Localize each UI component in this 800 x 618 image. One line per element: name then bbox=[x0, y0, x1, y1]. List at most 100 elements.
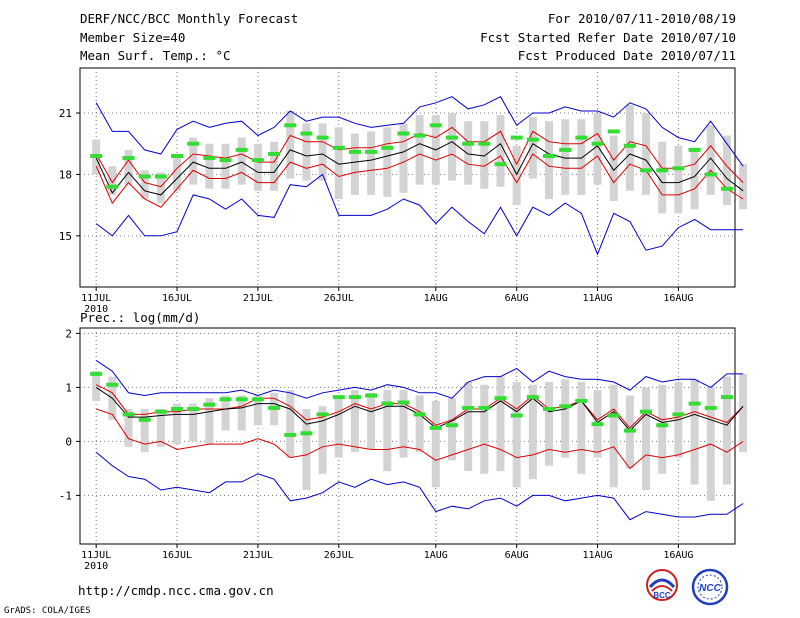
member-marker bbox=[704, 172, 717, 177]
member-marker bbox=[316, 135, 329, 140]
plot-frame bbox=[79, 67, 736, 288]
y-tick-label: 2 bbox=[65, 327, 72, 340]
member-marker bbox=[591, 422, 604, 427]
spread-box bbox=[431, 400, 440, 488]
spread-box bbox=[237, 395, 246, 431]
y-tick-label: -1 bbox=[59, 489, 72, 502]
member-marker bbox=[235, 147, 248, 152]
member-marker bbox=[494, 162, 507, 167]
member-marker bbox=[365, 393, 378, 398]
member-marker bbox=[154, 174, 167, 179]
member-marker bbox=[510, 413, 523, 418]
spread-box bbox=[658, 384, 667, 474]
spread-box bbox=[92, 371, 101, 401]
spread-box bbox=[593, 113, 602, 185]
member-marker bbox=[526, 137, 539, 142]
member-marker bbox=[720, 186, 733, 191]
x-tick-label: 21JUL bbox=[243, 293, 273, 304]
spread-box bbox=[189, 403, 198, 442]
member-marker bbox=[251, 158, 264, 163]
spread-box bbox=[124, 149, 133, 185]
spread-box bbox=[464, 382, 473, 472]
series-max-line bbox=[95, 96, 744, 167]
member-marker bbox=[672, 412, 685, 417]
spread-box bbox=[156, 409, 165, 447]
spread-box bbox=[464, 121, 473, 185]
member-marker bbox=[429, 123, 442, 128]
member-marker bbox=[445, 135, 458, 140]
y-tick-label: 21 bbox=[59, 107, 72, 120]
spread-box bbox=[625, 104, 634, 191]
x-tick-label: 1AUG bbox=[424, 550, 448, 561]
series-lower-line bbox=[95, 153, 744, 208]
x-tick-label: 16JUL bbox=[162, 550, 192, 561]
member-marker bbox=[623, 428, 636, 433]
temperature-panel: 11JUL 16JUL 21JUL 26JUL 1AUG 6AUG 11AUG 16AUG 20… bbox=[59, 67, 748, 315]
grads-credit: GrADS: COLA/IGES bbox=[4, 606, 91, 616]
spread-box bbox=[221, 143, 230, 189]
member-marker bbox=[235, 397, 248, 402]
member-marker bbox=[720, 395, 733, 400]
spread-box bbox=[156, 172, 165, 204]
precipitation-panel: 11JUL 16JUL 21JUL 26JUL 1AUG 6AUG 11AUG 16AUG20… bbox=[59, 310, 748, 572]
spread-box bbox=[722, 135, 731, 206]
spread-box bbox=[189, 137, 198, 185]
spread-box bbox=[480, 384, 489, 474]
spread-box bbox=[318, 123, 327, 181]
member-marker bbox=[494, 396, 507, 401]
member-marker bbox=[575, 398, 588, 403]
header-variable: Mean Surf. Temp.: °C bbox=[80, 48, 231, 63]
member-marker bbox=[413, 133, 426, 138]
x-tick-label: 11AUG bbox=[582, 293, 612, 304]
series-min-line bbox=[95, 173, 744, 256]
x-tick-label: 11JUL bbox=[81, 293, 111, 304]
bcc-logo: BCC bbox=[646, 569, 678, 601]
member-marker bbox=[300, 131, 313, 136]
ncc-logo: NCC bbox=[691, 568, 729, 606]
member-marker bbox=[640, 168, 653, 173]
spread-box bbox=[690, 379, 699, 485]
x-tick-label: 6AUG bbox=[505, 293, 529, 304]
spread-box bbox=[318, 406, 327, 474]
member-marker bbox=[478, 405, 491, 410]
member-marker bbox=[171, 154, 184, 159]
member-marker bbox=[543, 407, 556, 411]
spread-box bbox=[722, 376, 731, 485]
spread-box bbox=[447, 398, 456, 461]
spread-box bbox=[205, 143, 214, 189]
member-marker bbox=[510, 135, 523, 140]
member-marker bbox=[138, 174, 151, 179]
series-max-line bbox=[95, 359, 744, 399]
spread-box bbox=[447, 113, 456, 181]
member-marker bbox=[704, 405, 717, 410]
spread-box bbox=[561, 379, 570, 458]
member-marker bbox=[122, 412, 135, 417]
member-marker bbox=[122, 156, 135, 161]
member-marker bbox=[316, 412, 329, 417]
header-title: DERF/NCC/BCC Monthly Forecast bbox=[80, 11, 299, 26]
spread-box bbox=[496, 115, 505, 187]
spread-box bbox=[286, 110, 295, 179]
x-year-label: 2010 bbox=[84, 561, 108, 572]
member-marker bbox=[462, 141, 475, 146]
y-tick-label: 15 bbox=[59, 230, 72, 243]
spread-box bbox=[480, 121, 489, 189]
spread-box bbox=[545, 121, 554, 199]
member-marker bbox=[688, 147, 701, 152]
spread-box bbox=[140, 409, 149, 453]
y-tick-label: 0 bbox=[65, 435, 72, 448]
x-tick-label: 16AUG bbox=[663, 550, 693, 561]
spread-box bbox=[658, 141, 667, 214]
member-marker bbox=[348, 149, 361, 154]
member-marker bbox=[203, 402, 216, 407]
footer-url[interactable]: http://cmdp.ncc.cma.gov.cn bbox=[78, 583, 274, 598]
member-marker bbox=[251, 397, 264, 402]
member-marker bbox=[106, 184, 119, 189]
spread-box bbox=[237, 137, 246, 185]
header-period: For 2010/07/11-2010/08/19 bbox=[547, 11, 736, 26]
spread-box bbox=[739, 164, 748, 210]
x-tick-label: 6AUG bbox=[505, 550, 529, 561]
spread-box bbox=[367, 392, 376, 450]
member-marker bbox=[90, 154, 103, 159]
spread-box bbox=[205, 398, 214, 445]
